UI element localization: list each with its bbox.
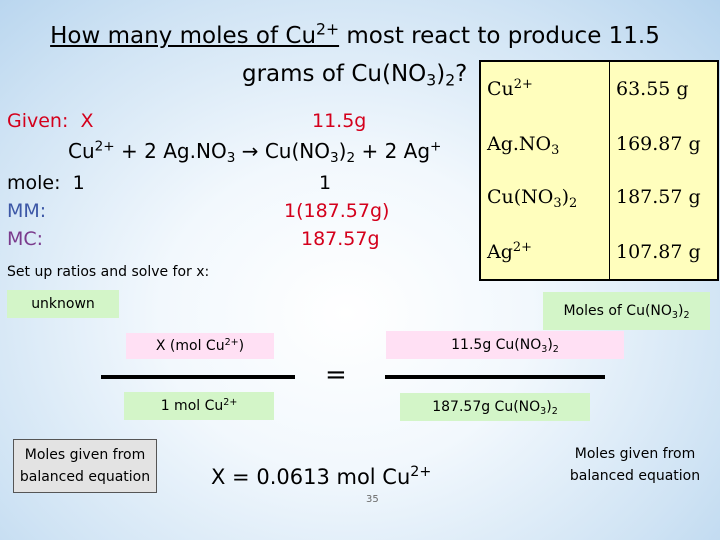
slide-number: 35 xyxy=(366,494,379,505)
fraction-bar-left xyxy=(101,375,295,379)
given-mass: 11.5g xyxy=(312,110,367,132)
table-row: Cu2+ 63.55 g xyxy=(480,61,718,117)
fraction-bar-right xyxy=(385,375,605,379)
mass-cell: 187.57 g xyxy=(616,186,701,209)
ratio-left-numerator: X (mol Cu2+) xyxy=(126,333,274,359)
slide-title: How many moles of Cu2+ most react to pro… xyxy=(50,19,660,49)
moles-of-cuno32-label: Moles of Cu(NO3)2 xyxy=(543,292,710,330)
mc-right: 187.57g xyxy=(301,228,380,250)
table-row: Ag.NO3 169.87 g xyxy=(480,116,718,171)
mass-cell: 169.87 g xyxy=(616,132,701,155)
balanced-equation: Cu2+ + 2 Ag.NO3 → Cu(NO3)2 + 2 Ag+ xyxy=(68,138,442,167)
mole-right: 1 xyxy=(319,172,332,194)
mole-label: mole: 1 xyxy=(7,172,85,194)
table-row: Cu(NO3)2 187.57 g xyxy=(480,170,718,225)
formula-cell: Cu2+ xyxy=(480,61,610,117)
instruction-text: Set up ratios and solve for x: xyxy=(7,264,210,280)
ratio-right-denominator: 187.57g Cu(NO3)2 xyxy=(400,393,590,421)
ratio-left-denominator: 1 mol Cu2+ xyxy=(124,392,274,420)
mm-label: MM: xyxy=(7,200,47,222)
equals-sign: = xyxy=(325,360,347,390)
moles-given-note-right: Moles given from balanced equation xyxy=(569,446,701,484)
formula-cell: Cu(NO3)2 xyxy=(480,170,610,225)
answer: X = 0.0613 mol Cu2+ xyxy=(211,464,432,489)
mass-cell: 107.87 g xyxy=(616,240,701,263)
ratio-right-numerator: 11.5g Cu(NO3)2 xyxy=(386,331,624,359)
formula-cell: Ag.NO3 xyxy=(480,116,610,171)
title-underlined: How many moles of Cu2+ xyxy=(50,19,340,49)
formula-cell: Ag2+ xyxy=(480,224,610,280)
given-label: Given: X xyxy=(7,110,94,132)
mc-label: MC: xyxy=(7,228,44,250)
moles-given-note-left: Moles given from balanced equation xyxy=(13,439,157,493)
molar-mass-table: Cu2+ 63.55 g Ag.NO3 169.87 g Cu(NO3)2 18… xyxy=(479,60,719,281)
table-row: Ag2+ 107.87 g xyxy=(480,224,718,280)
slide-title-line2: grams of Cu(NO3)2? xyxy=(242,61,468,90)
unknown-label: unknown xyxy=(7,290,119,318)
mass-cell: 63.55 g xyxy=(616,78,689,101)
mm-right: 1(187.57g) xyxy=(284,200,390,222)
